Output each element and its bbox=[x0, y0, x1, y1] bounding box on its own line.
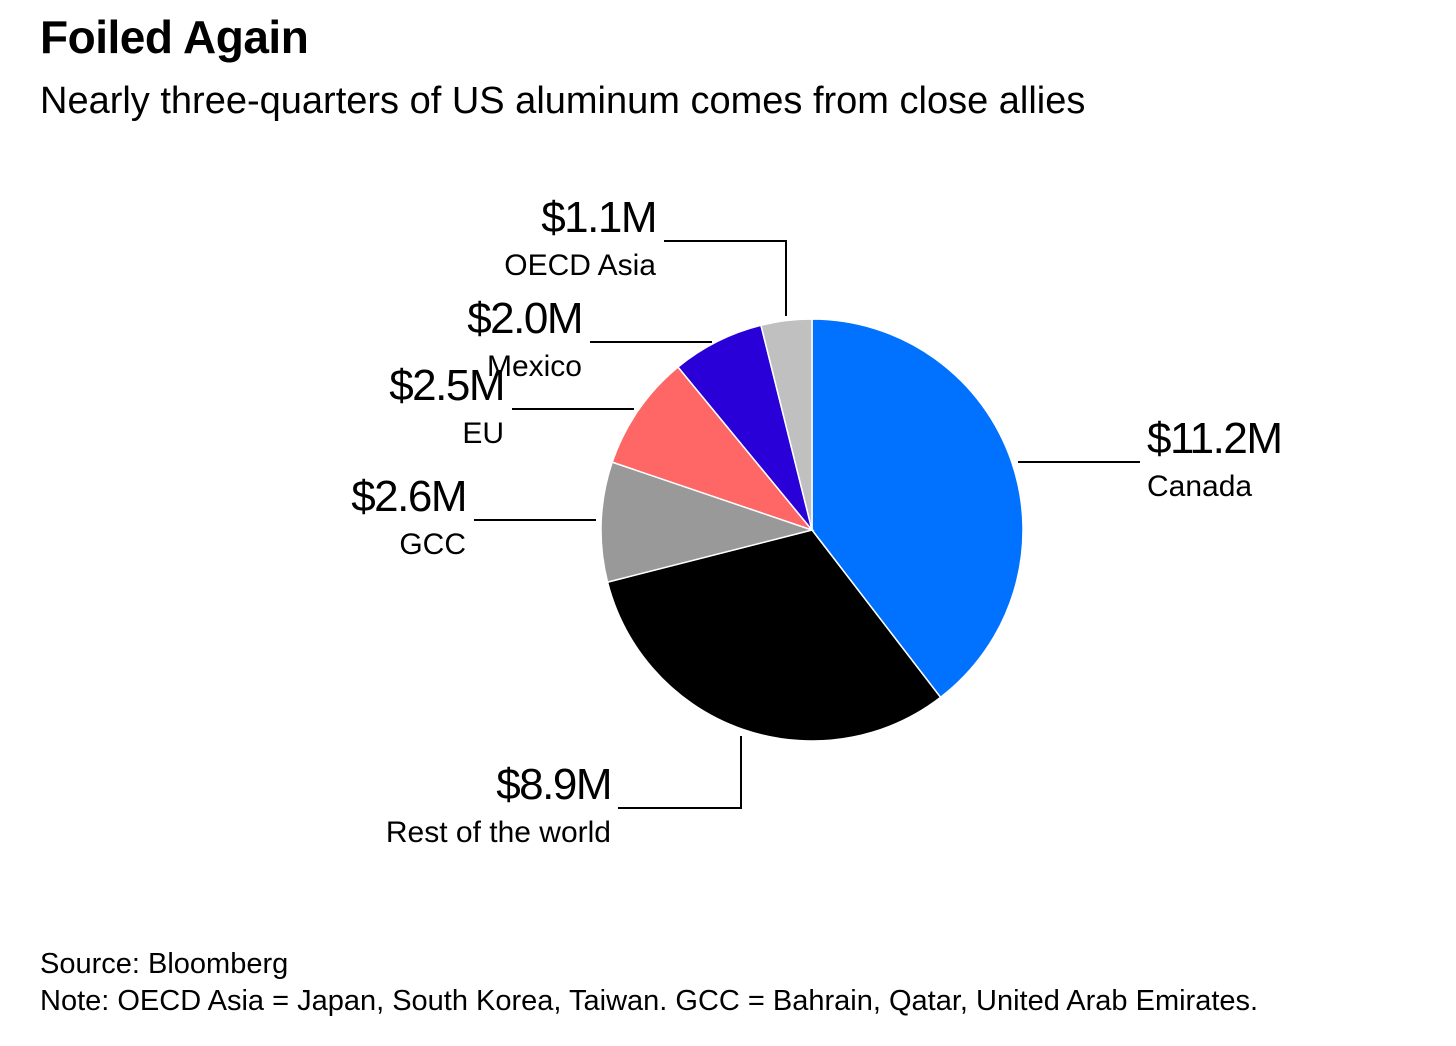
slice-category-label: EU bbox=[462, 417, 504, 450]
pie-slice-oecd-asia bbox=[760, 318, 813, 531]
slice-value-label: $8.9M bbox=[496, 760, 611, 809]
footnote: Note: OECD Asia = Japan, South Korea, Ta… bbox=[40, 985, 1259, 1017]
source-note: Source: Bloomberg bbox=[40, 948, 289, 980]
pie-slice-eu bbox=[611, 365, 815, 532]
slice-category-label: OECD Asia bbox=[504, 249, 656, 282]
chart-title: Foiled Again bbox=[40, 11, 309, 63]
slice-category-label: Canada bbox=[1147, 470, 1252, 503]
chart-subtitle: Nearly three-quarters of US aluminum com… bbox=[40, 80, 1086, 122]
leader-line bbox=[664, 240, 787, 316]
slice-value-label: $11.2M bbox=[1147, 414, 1282, 463]
slice-labels: $11.2M Canada $8.9M Rest of the world $2.6M G… bbox=[351, 193, 1283, 849]
slice-value-label: $2.6M bbox=[351, 472, 466, 521]
leader-line bbox=[618, 736, 742, 809]
pie-slice-gcc bbox=[600, 461, 815, 584]
slice-value-label: $2.0M bbox=[467, 294, 582, 343]
slice-value-label: $2.5M bbox=[389, 361, 504, 410]
pie-slice-canada bbox=[811, 318, 1024, 699]
slice-category-label: GCC bbox=[399, 528, 466, 561]
slice-category-label: Mexico bbox=[487, 350, 582, 383]
slice-category-label: Rest of the world bbox=[386, 816, 611, 849]
slice-value-label: $1.1M bbox=[541, 193, 656, 242]
leader-lines bbox=[474, 240, 1140, 809]
pie-slices bbox=[600, 318, 1024, 742]
pie-slice-rest-of-the-world bbox=[606, 529, 942, 742]
